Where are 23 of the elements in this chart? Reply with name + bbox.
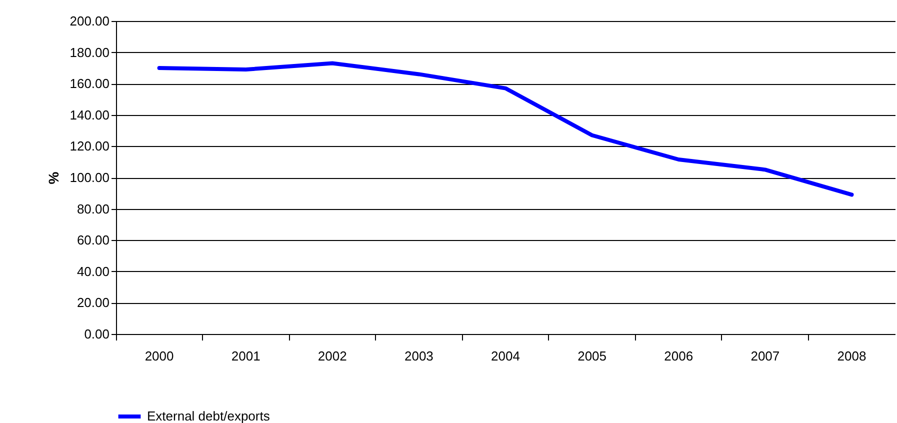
legend-label: External debt/exports [147,408,270,423]
y-axis-title: % [46,171,62,184]
y-tick-label: 0.00 [84,326,110,342]
y-tick-label: 200.00 [70,14,110,28]
x-tick-label: 2006 [664,348,694,364]
x-tick-label: 2004 [491,348,520,364]
y-tick-label: 80.00 [76,201,110,216]
x-tick-label: 2003 [404,348,434,364]
y-tick-label: 100.00 [70,170,110,185]
y-tick-label: 160.00 [70,76,110,92]
y-tick-label: 180.00 [70,44,110,60]
y-tick-label: 20.00 [76,295,110,310]
y-tick-label: 60.00 [76,232,110,248]
x-tick-label: 2002 [318,348,347,364]
x-tick-label: 2008 [837,348,866,364]
line-series [157,61,854,197]
x-tick-label: 2000 [144,348,174,364]
y-tick-label: 140.00 [70,107,110,122]
x-tick-label: 2001 [231,348,260,364]
x-tick-label: 2005 [578,348,607,364]
y-tick-label: 40.00 [76,264,110,279]
x-tick-label: 2007 [750,348,780,364]
y-tick-label: 120.00 [70,138,110,154]
